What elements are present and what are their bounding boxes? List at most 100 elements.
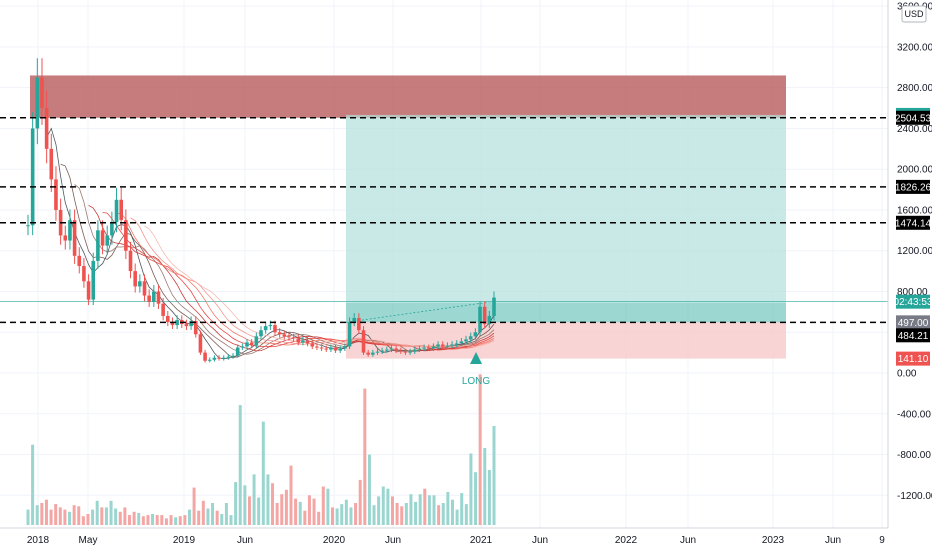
candle-body [82, 266, 86, 281]
candle-body [422, 348, 426, 349]
volume-bar [276, 503, 279, 525]
volume-bar [368, 455, 371, 525]
volume-bar [405, 503, 408, 525]
candle-body [455, 343, 459, 344]
resistance-zone [30, 75, 786, 117]
candle-body [96, 230, 100, 261]
candle-body [138, 281, 142, 286]
volume-bar [382, 487, 385, 526]
volume-bar [165, 518, 168, 525]
volume-bars [27, 374, 496, 525]
volume-bar [59, 507, 62, 525]
candle-body [236, 348, 240, 356]
volume-bar [156, 515, 159, 525]
volume-bar [488, 470, 491, 525]
x-tick-label: Jun [680, 535, 696, 546]
candle-body [469, 336, 473, 339]
volume-bar [54, 504, 57, 525]
candle-body [45, 108, 49, 149]
x-tick-label: Jun [825, 535, 841, 546]
volume-bar [271, 483, 274, 525]
volume-bar [119, 512, 122, 525]
volume-bar [493, 426, 496, 525]
volume-bar [96, 501, 99, 525]
volume-bar [174, 517, 177, 525]
candle-body [283, 334, 287, 336]
stop-zone [346, 322, 786, 358]
candle-body [310, 343, 314, 346]
candle-body [287, 336, 291, 337]
y-tick-label: 1600.00 [897, 205, 932, 216]
price-tag-label: 497.00 [898, 318, 929, 329]
volume-bar [299, 502, 302, 525]
candle-body [255, 336, 259, 345]
volume-bar [31, 445, 34, 525]
candle-body [441, 344, 445, 346]
candle-body [259, 330, 263, 336]
volume-bar [179, 516, 182, 525]
long-label: LONG [462, 376, 491, 387]
candle-body [343, 347, 347, 349]
volume-bar [373, 505, 376, 525]
volume-bar [354, 503, 357, 525]
candle-body [432, 347, 436, 349]
x-tick-label: 2022 [615, 535, 638, 546]
volume-bar [349, 507, 352, 525]
volume-bar [257, 498, 260, 526]
entry-zone [346, 303, 786, 323]
candle-body [50, 149, 54, 180]
volume-bar [77, 506, 80, 525]
candle-body [227, 357, 231, 358]
volume-bar [285, 490, 288, 525]
volume-bar [188, 510, 191, 525]
volume-bar [86, 514, 89, 525]
price-tag-label: 141.10 [898, 354, 929, 365]
candle-body [157, 291, 161, 303]
candle-body [129, 251, 133, 271]
candle-body [36, 77, 40, 128]
volume-bar [377, 496, 380, 525]
volume-bar [151, 514, 154, 525]
x-tick-label: Jun [532, 535, 548, 546]
price-tag-label: 02:43:53 [894, 297, 932, 308]
candle-body [115, 200, 119, 222]
candle-body [147, 296, 151, 302]
x-tick-label: 9 [879, 535, 885, 546]
candle-body [91, 261, 95, 300]
volume-bar [105, 507, 108, 525]
volume-bar [409, 494, 412, 525]
candle-body [315, 347, 319, 348]
x-tick-label: 2021 [470, 535, 493, 546]
candle-body [241, 347, 245, 348]
volume-bar [160, 515, 163, 525]
candle-body [264, 326, 268, 330]
candle-body [101, 230, 105, 245]
volume-bar [363, 389, 366, 525]
candle-body [380, 351, 384, 352]
candle-body [26, 225, 30, 226]
candle-body [418, 349, 422, 350]
candle-body [394, 349, 398, 351]
time-axis[interactable]: 2018 May 2019 Jun 2020 Jun 2021 Jun 2022 Jun 2023 J… [27, 535, 885, 546]
currency-badge[interactable]: USD [902, 6, 926, 22]
volume-bar [483, 448, 486, 525]
candle-body [133, 271, 137, 286]
volume-bar [73, 505, 76, 525]
candle-body [324, 349, 328, 350]
volume-bar [137, 513, 140, 525]
volume-bar [114, 509, 117, 526]
candle-body [385, 350, 389, 351]
candle-body [362, 330, 366, 352]
candle-body [329, 348, 333, 350]
price-tag-label: 484.21 [898, 331, 929, 342]
candle-body [408, 352, 412, 353]
volume-bar [474, 472, 477, 525]
volume-bar [391, 496, 394, 525]
volume-bar [400, 506, 403, 525]
candle-body [483, 307, 487, 324]
volume-bar [133, 512, 136, 525]
candle-body [296, 338, 300, 342]
volume-bar [40, 503, 43, 525]
candle-body [208, 360, 212, 361]
